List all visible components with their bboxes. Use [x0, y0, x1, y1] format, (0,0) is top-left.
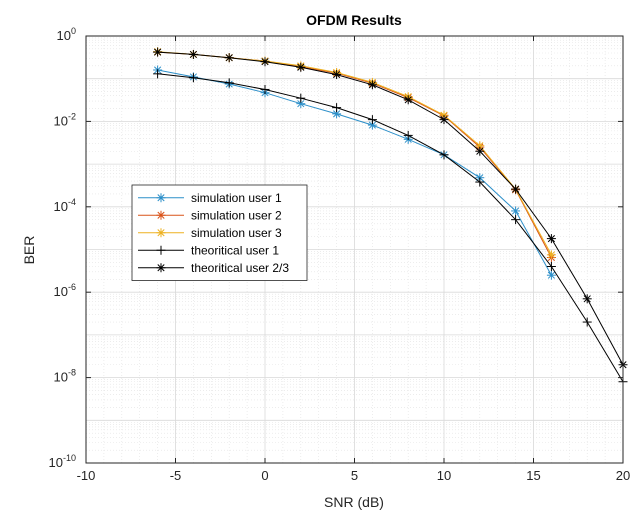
marker-stroke — [333, 110, 341, 118]
marker-stroke — [157, 194, 165, 202]
legend-entry: simulation user 1 — [138, 191, 282, 205]
x-tick-label: 20 — [616, 468, 630, 483]
x-axis-label: SNR (dB) — [324, 494, 384, 510]
marker-stroke — [583, 295, 591, 303]
series-5 — [153, 47, 628, 370]
chart-title: OFDM Results — [306, 12, 402, 28]
data-point — [511, 215, 521, 225]
series-line — [157, 69, 552, 276]
data-point — [153, 69, 163, 79]
y-tick-label: 10-10 — [49, 453, 76, 470]
x-tick-label: -10 — [77, 468, 96, 483]
data-point — [546, 261, 556, 271]
data-point — [439, 115, 449, 125]
legend-marker — [156, 228, 166, 238]
data-point — [153, 47, 163, 57]
y-tick-label: 10-8 — [54, 368, 76, 385]
marker-stroke — [368, 121, 376, 129]
x-tick-label: 5 — [351, 468, 358, 483]
data-point — [546, 250, 556, 260]
legend-marker — [156, 245, 166, 255]
data-point — [403, 130, 413, 140]
legend-marker — [156, 193, 166, 203]
marker-stroke — [154, 48, 162, 56]
data-point — [582, 317, 592, 327]
y-tick-label: 10-2 — [54, 111, 76, 128]
series-layer — [153, 47, 628, 387]
data-point — [367, 80, 377, 90]
data-point — [260, 84, 270, 94]
marker-stroke — [297, 63, 305, 71]
legend-marker — [156, 210, 166, 220]
marker-stroke — [476, 142, 484, 150]
series-4 — [153, 69, 628, 387]
data-point — [224, 78, 234, 88]
marker-stroke — [404, 96, 412, 104]
data-point — [332, 103, 342, 113]
data-point — [296, 93, 306, 103]
legend-entry: simulation user 3 — [138, 226, 282, 240]
y-tick-label: 10-6 — [54, 282, 76, 299]
data-point — [403, 95, 413, 105]
y-tick-label: 10-4 — [54, 197, 76, 214]
marker-stroke — [157, 211, 165, 219]
y-axis-label: BER — [21, 236, 37, 265]
data-point — [296, 62, 306, 72]
x-tick-label: -5 — [170, 468, 182, 483]
legend-label: theoritical user 1 — [191, 243, 279, 257]
series-line — [157, 73, 624, 382]
legend-label: theoritical user 2/3 — [191, 261, 289, 275]
data-point — [332, 70, 342, 80]
data-point — [475, 146, 485, 156]
marker-stroke — [157, 229, 165, 237]
y-tick-label: 100 — [57, 26, 76, 43]
x-tick-label: 0 — [261, 468, 268, 483]
data-point — [260, 57, 270, 67]
marker-stroke — [512, 185, 520, 193]
legend: simulation user 1 simulation user 2 simula… — [131, 184, 308, 281]
legend-entry: simulation user 2 — [138, 208, 282, 222]
data-point — [188, 73, 198, 83]
legend-label: simulation user 3 — [191, 226, 282, 240]
legend-entry: theoritical user 2/3 — [138, 261, 289, 275]
legend-marker — [156, 263, 166, 273]
data-point — [511, 184, 521, 194]
marker-stroke — [297, 100, 305, 108]
marker-stroke — [547, 235, 555, 243]
legend-label: simulation user 2 — [191, 208, 282, 222]
marker-stroke — [512, 207, 520, 215]
data-point — [367, 115, 377, 125]
data-point — [546, 270, 556, 280]
data-point — [475, 177, 485, 187]
marker-stroke — [440, 116, 448, 124]
marker-stroke — [261, 58, 269, 66]
data-point — [439, 150, 449, 160]
ticks-layer: -10 -5 0 5 10 15 20 100 10-2 10-4 10-6 10-8 10-10 — [49, 26, 631, 483]
marker-stroke — [225, 54, 233, 62]
data-point — [511, 206, 521, 216]
x-tick-label: 15 — [526, 468, 540, 483]
marker-stroke — [368, 81, 376, 89]
x-tick-label: 10 — [437, 468, 451, 483]
data-point — [582, 294, 592, 304]
series-line — [157, 51, 624, 365]
legend-entry: theoritical user 1 — [138, 243, 279, 257]
data-point — [224, 53, 234, 63]
legend-label: simulation user 1 — [191, 191, 282, 205]
marker-stroke — [157, 264, 165, 272]
data-point — [546, 234, 556, 244]
marker-stroke — [189, 50, 197, 59]
marker-stroke — [476, 147, 484, 155]
marker-stroke — [547, 271, 555, 279]
marker-stroke — [547, 251, 555, 259]
marker-stroke — [333, 70, 341, 79]
data-point — [188, 49, 198, 59]
